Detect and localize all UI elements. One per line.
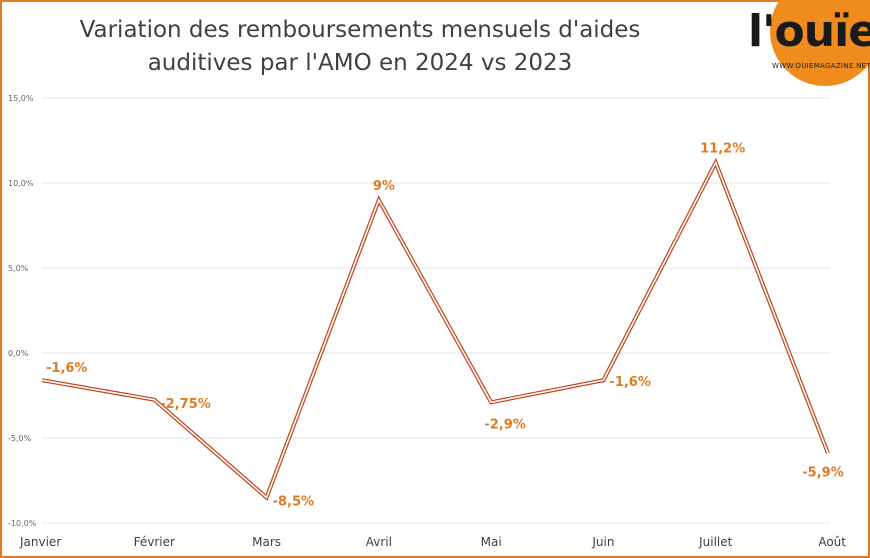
series-line-outer bbox=[41, 157, 830, 501]
y-tick-label: -5,0% bbox=[8, 434, 32, 443]
data-label: -8,5% bbox=[273, 495, 314, 510]
y-tick-label: 0,0% bbox=[8, 349, 29, 358]
logo-text: l'ouïe bbox=[748, 6, 870, 57]
chart-title: Variation des remboursements mensuels d'… bbox=[79, 17, 641, 76]
x-category-label: Août bbox=[818, 535, 846, 549]
series-line-inner bbox=[41, 160, 829, 499]
data-label: 11,2% bbox=[700, 142, 745, 157]
x-category-label: Juin bbox=[591, 535, 614, 549]
y-tick-label: 15,0% bbox=[8, 94, 34, 103]
data-label: -5,9% bbox=[802, 465, 843, 480]
x-category-label: Janvier bbox=[19, 535, 61, 549]
y-tick-label: -10,0% bbox=[8, 519, 37, 528]
data-label: 9% bbox=[373, 179, 395, 194]
y-tick-label: 5,0% bbox=[8, 264, 29, 273]
y-tick-label: 10,0% bbox=[8, 179, 34, 188]
x-category-label: Février bbox=[134, 535, 175, 549]
data-label: -2,9% bbox=[484, 417, 525, 432]
x-category-label: Mars bbox=[252, 535, 281, 549]
x-category-label: Avril bbox=[366, 535, 392, 549]
data-label: -1,6% bbox=[609, 375, 650, 390]
x-category-label: Mai bbox=[481, 535, 502, 549]
logo-subtext: WWW.OUIEMAGAZINE.NET bbox=[772, 62, 870, 70]
data-label: -2,75% bbox=[160, 397, 211, 412]
x-category-label: Juillet bbox=[698, 535, 733, 549]
data-label: -1,6% bbox=[46, 361, 87, 376]
logo: l'ouïe WWW.OUIEMAGAZINE.NET bbox=[742, 0, 870, 88]
